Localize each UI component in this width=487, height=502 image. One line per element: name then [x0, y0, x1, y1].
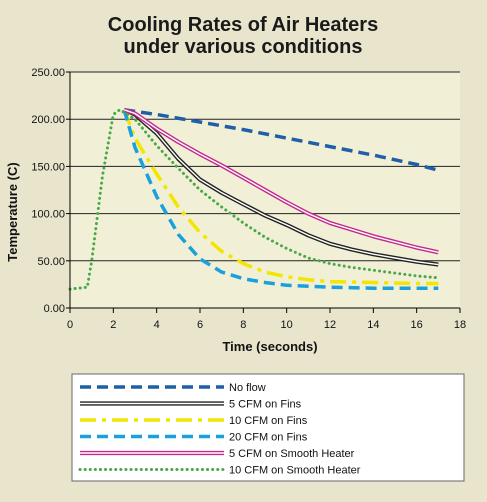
x-tick-label-7: 14 [367, 319, 379, 331]
series-line-3 [122, 109, 439, 290]
series-line-5 [68, 108, 440, 291]
y-tick-label-1: 50.00 [37, 256, 65, 268]
x-axis-label: Time (seconds) [222, 339, 317, 354]
legend: No flow 5 CFM on Fins 10 CFM on Fins 20 CFM… [71, 373, 465, 482]
x-tick-label-9: 18 [454, 319, 466, 331]
series-line-1-inner [123, 109, 439, 266]
legend-label-0: No flow [229, 382, 266, 394]
legend-label-2: 10 CFM on Fins [229, 415, 308, 427]
x-tick-label-2: 4 [154, 319, 160, 331]
x-tick-label-8: 16 [411, 319, 423, 331]
chart-title-line-1: Cooling Rates of Air Heaters [108, 14, 378, 36]
legend-label-4: 5 CFM on Smooth Heater [229, 448, 355, 460]
x-tick-label-3: 6 [197, 319, 203, 331]
legend-label-1: 5 CFM on Fins [229, 399, 302, 411]
y-tick-label-3: 150.00 [31, 161, 65, 173]
series-line-4-inner [123, 109, 439, 253]
y-tick-label-0: 0.00 [44, 303, 65, 315]
y-tick-label-4: 200.00 [31, 114, 65, 126]
chart-title-line-2: under various conditions [124, 36, 363, 58]
x-tick-label-5: 10 [281, 319, 293, 331]
x-tick-label-0: 0 [67, 319, 73, 331]
x-tick-label-4: 8 [240, 319, 246, 331]
legend-label-5: 10 CFM on Smooth Heater [229, 465, 361, 477]
y-tick-labels: 0.00 50.00 100.00 150.00 200.00 250.00 [31, 67, 70, 315]
y-axis-label: Temperature (C) [5, 162, 20, 261]
x-tick-label-6: 12 [324, 319, 336, 331]
y-tick-label-5: 250.00 [31, 67, 65, 79]
series-line-2 [122, 109, 439, 286]
x-tick-label-1: 2 [110, 319, 116, 331]
x-tick-labels: 0 2 4 6 8 10 12 14 16 18 [67, 308, 466, 331]
axes [69, 72, 460, 309]
legend-label-3: 20 CFM on Fins [229, 432, 308, 444]
series-layer [68, 107, 440, 291]
legend-box [71, 373, 465, 482]
y-tick-label-2: 100.00 [31, 209, 65, 221]
series-line-0 [123, 108, 439, 172]
